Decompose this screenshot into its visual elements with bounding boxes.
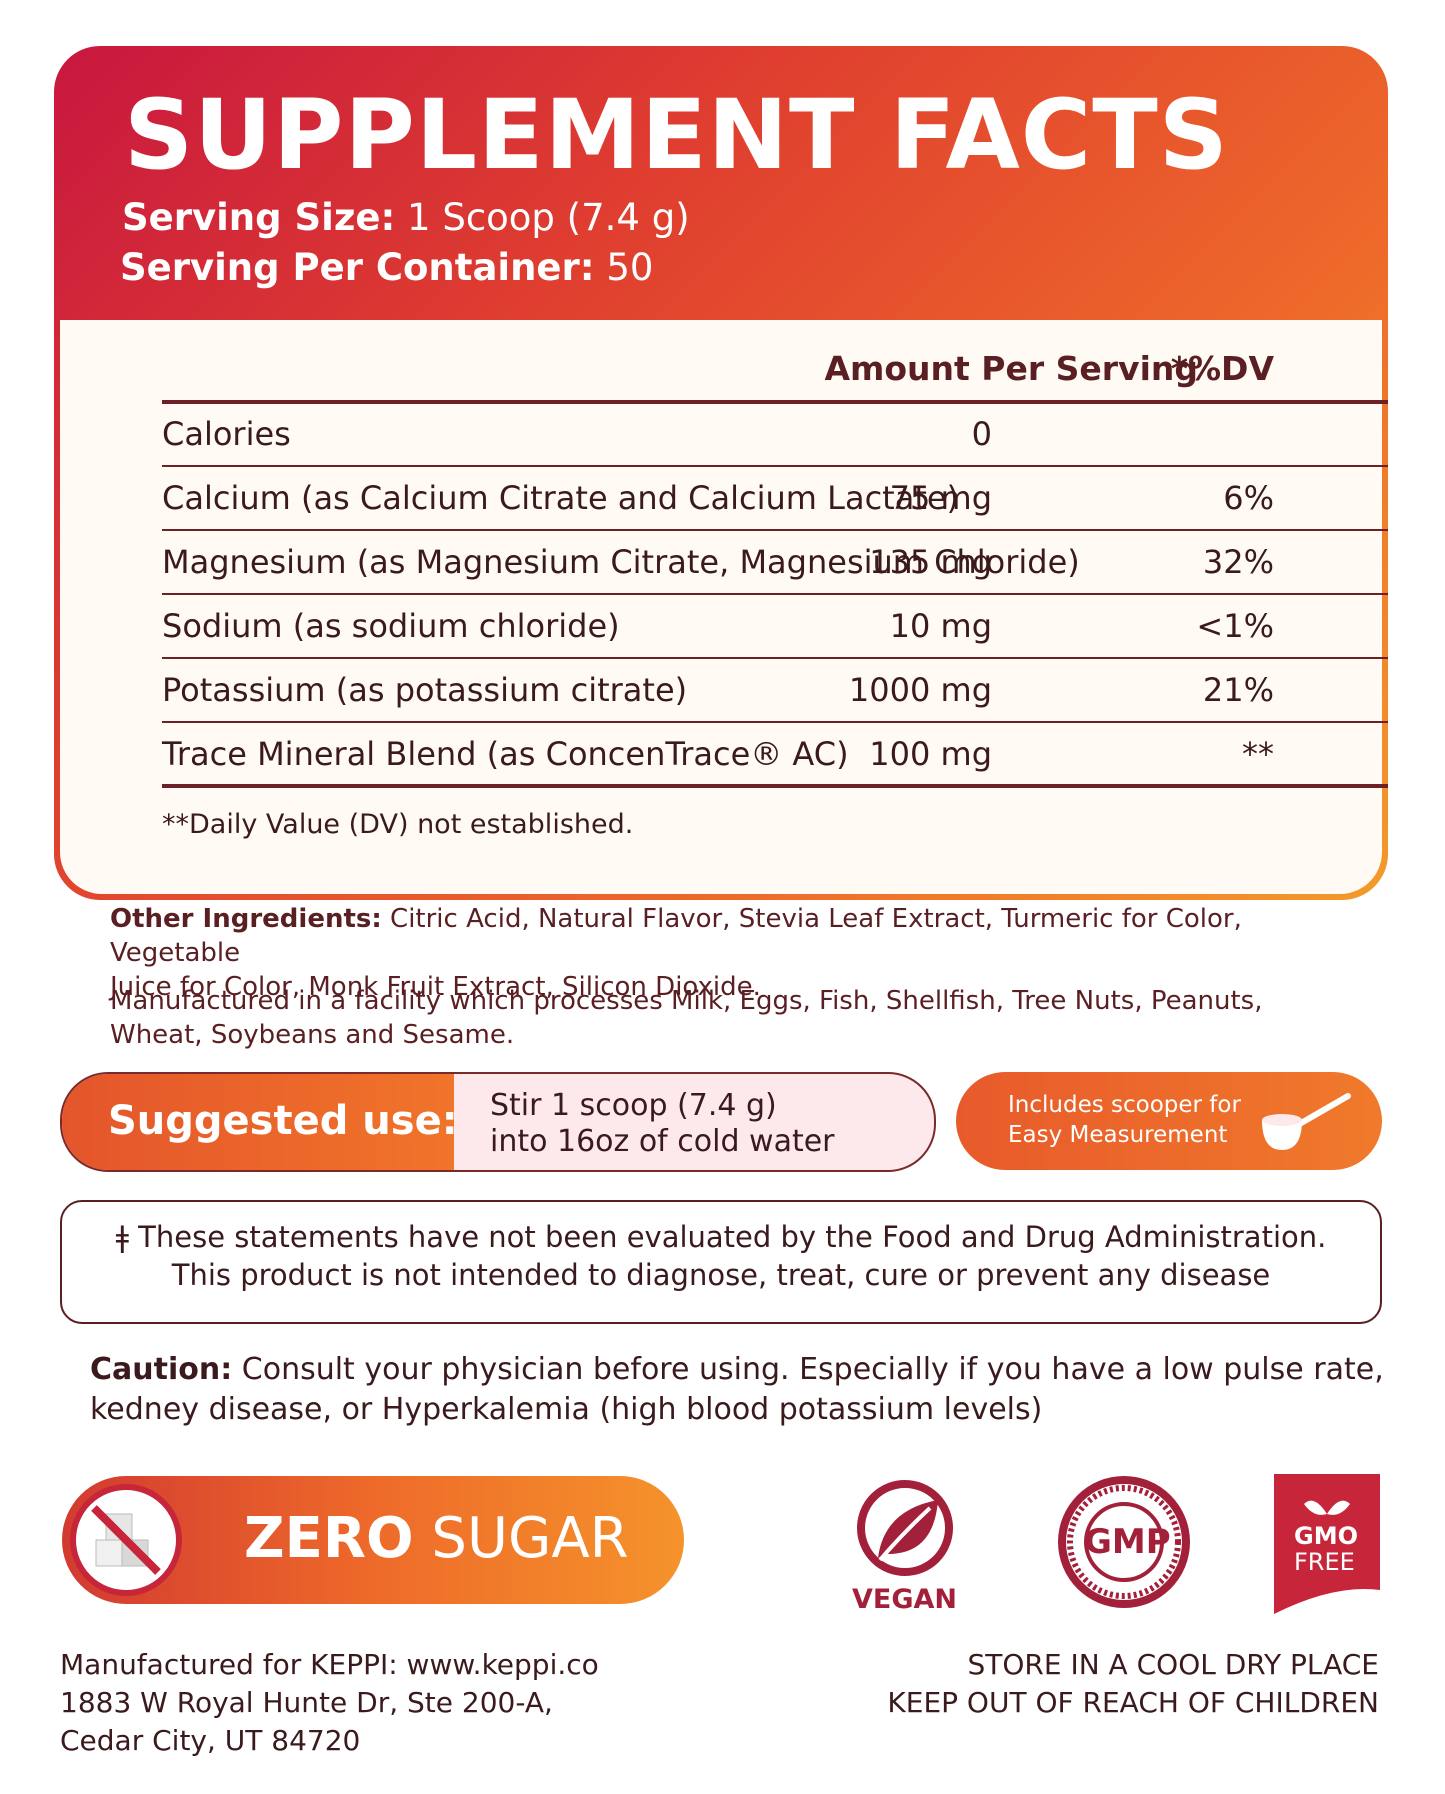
table-divider (162, 721, 1388, 723)
scooper-pill: Includes scooper for Easy Measurement (956, 1072, 1382, 1170)
panel-title: SUPPLEMENT FACTS (124, 79, 1229, 191)
supplement-facts-panel: SUPPLEMENT FACTS Serving Size: 1 Scoop (… (54, 46, 1388, 900)
row-name: Sodium (as sodium chloride) (162, 607, 620, 645)
serving-per-container: Serving Per Container: 50 (120, 246, 653, 290)
vegan-badge: VEGAN (850, 1476, 960, 1616)
gmp-seal-icon (1058, 1476, 1190, 1608)
row-name: Magnesium (as Magnesium Citrate, Magnesi… (162, 543, 1080, 581)
footer-left-line1: Manufactured for KEPPI: www.keppi.co (60, 1648, 599, 1681)
gmp-badge: GMP (1054, 1472, 1194, 1612)
scooper-line1: Includes scooper for (1008, 1092, 1241, 1118)
other-ingredients: Other Ingredients: Citric Acid, Natural … (110, 902, 1360, 1004)
row-amount: 0 (971, 415, 992, 453)
disclaimer-line1: ǂ These statements have not been evaluat… (115, 1220, 1327, 1254)
suggested-use-label: Suggested use: (108, 1098, 458, 1144)
suggested-use-label-bg (62, 1074, 454, 1170)
table-divider (162, 593, 1388, 595)
allergen-line2: Wheat, Soybeans and Sesame. (110, 1020, 515, 1050)
header-amount-per-serving: Amount Per Serving (824, 349, 1198, 388)
row-amount: 1000 mg (848, 671, 992, 709)
row-amount: 135 mg (869, 543, 992, 581)
row-dv: ** (1242, 735, 1274, 773)
footer-storage: STORE IN A COOL DRY PLACE KEEP OUT OF RE… (887, 1646, 1379, 1722)
caution-statement: Caution: Consult your physician before u… (90, 1350, 1390, 1430)
gmo-free-badge: GMO FREE (1274, 1474, 1380, 1614)
allergen-line1: Manufactured in a facility which process… (110, 986, 1263, 1016)
footer-left-line2: 1883 W Royal Hunte Dr, Ste 200-A, (60, 1686, 553, 1719)
facts-table-area (60, 320, 1382, 894)
gmo-free-icon (1274, 1474, 1380, 1614)
serving-size-value: 1 Scoop (7.4 g) (407, 196, 690, 239)
suggested-use-pill: Suggested use: Stir 1 scoop (7.4 g) into… (60, 1072, 936, 1172)
header-dv: *%DV (1170, 349, 1274, 388)
row-name: Potassium (as potassium citrate) (162, 671, 688, 709)
gmp-label: GMP (1084, 1522, 1171, 1562)
zero-sugar-bold: ZERO (244, 1506, 414, 1571)
footer-right-line2: KEEP OUT OF REACH OF CHILDREN (887, 1686, 1379, 1719)
row-dv: 32% (1202, 543, 1274, 581)
table-divider (162, 657, 1388, 659)
dv-footnote: **Daily Value (DV) not established. (162, 809, 634, 840)
serving-size: Serving Size: 1 Scoop (7.4 g) (122, 196, 690, 240)
other-ingredients-line2: Juice for Color, Monk Fruit Extract, Sil… (110, 972, 761, 1002)
zero-sugar-banner: ZERO SUGAR (62, 1476, 684, 1604)
other-ingredients-line1: Citric Acid, Natural Flavor, Stevia Leaf… (110, 904, 1242, 968)
suggested-use-line2: into 16oz of cold water (490, 1124, 835, 1159)
caution-line2: kedney disease, or Hyperkalemia (high bl… (90, 1392, 1043, 1427)
table-divider (162, 465, 1388, 467)
footer-left-line3: Cedar City, UT 84720 (60, 1724, 361, 1757)
row-name: Calcium (as Calcium Citrate and Calcium … (162, 479, 960, 517)
table-rule-top (162, 400, 1388, 404)
caution-line1: Consult your physician before using. Esp… (241, 1352, 1384, 1387)
scoop-icon (1262, 1093, 1351, 1150)
row-amount: 100 mg (869, 735, 992, 773)
table-rule-bottom (162, 784, 1388, 788)
leaf-icon (857, 1480, 953, 1576)
disclaimer-line2: This product is not intended to diagnose… (171, 1258, 1271, 1292)
row-amount: 10 mg (889, 607, 992, 645)
zero-sugar-rest: SUGAR (431, 1506, 629, 1571)
scooper-line2: Easy Measurement (1008, 1122, 1228, 1148)
footer-right-line1: STORE IN A COOL DRY PLACE (967, 1648, 1379, 1681)
row-amount: 75 mg (889, 479, 992, 517)
gmo-label-line1: GMO (1294, 1522, 1358, 1550)
row-dv: 21% (1202, 671, 1274, 709)
allergen-statement: Manufactured in a facility which process… (110, 984, 1360, 1052)
row-name: Trace Mineral Blend (as ConcenTrace® AC) (162, 735, 849, 773)
fda-disclaimer-box: ǂ These statements have not been evaluat… (60, 1200, 1382, 1324)
other-ingredients-label: Other Ingredients: (110, 904, 382, 934)
serving-per-container-value: 50 (606, 246, 654, 289)
serving-size-label: Serving Size: (122, 196, 396, 239)
suggested-use-text: Stir 1 scoop (7.4 g) into 16oz of cold w… (490, 1088, 835, 1160)
row-dv: 6% (1223, 479, 1274, 517)
row-dv: <1% (1196, 607, 1274, 645)
row-name: Calories (162, 415, 291, 453)
serving-per-container-label: Serving Per Container: (120, 246, 595, 289)
footer-manufacturer: Manufactured for KEPPI: www.keppi.co 188… (60, 1646, 599, 1760)
suggested-use-line1: Stir 1 scoop (7.4 g) (490, 1088, 777, 1123)
table-divider (162, 529, 1388, 531)
caution-label: Caution: (90, 1352, 233, 1387)
gmo-label-line2: FREE (1294, 1548, 1355, 1576)
zero-sugar-text: ZERO SUGAR (244, 1506, 629, 1572)
scooper-text: Includes scooper for Easy Measurement (1008, 1090, 1241, 1150)
vegan-label: VEGAN (852, 1584, 957, 1615)
no-sugar-icon (70, 1484, 182, 1596)
